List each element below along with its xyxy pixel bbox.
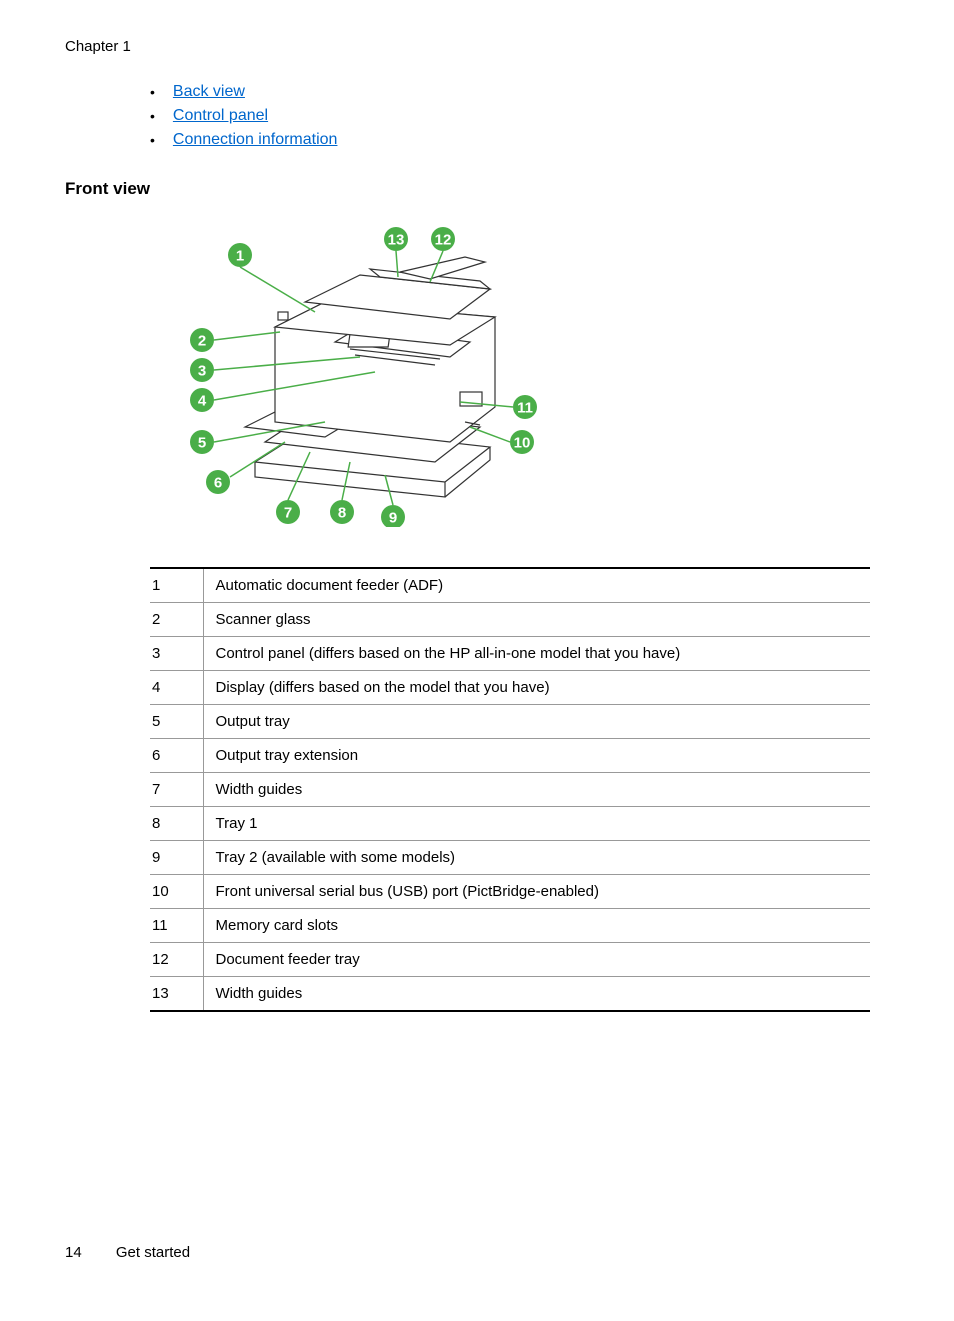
page-number: 14 <box>65 1244 82 1261</box>
section-heading: Front view <box>65 179 889 199</box>
back-view-link[interactable]: Back view <box>173 83 245 101</box>
table-row: 4Display (differs based on the model tha… <box>150 671 870 705</box>
table-row: 12Document feeder tray <box>150 943 870 977</box>
list-item: • Connection information <box>150 131 889 149</box>
part-description-cell: Output tray extension <box>203 739 870 773</box>
table-row: 1Automatic document feeder (ADF) <box>150 568 870 603</box>
part-description-cell: Automatic document feeder (ADF) <box>203 568 870 603</box>
bullet-icon: • <box>150 132 155 148</box>
part-description-cell: Memory card slots <box>203 909 870 943</box>
table-row: 11Memory card slots <box>150 909 870 943</box>
part-number-cell: 3 <box>150 637 203 671</box>
parts-table: 1Automatic document feeder (ADF)2Scanner… <box>150 567 870 1012</box>
table-row: 3Control panel (differs based on the HP … <box>150 637 870 671</box>
list-item: • Control panel <box>150 107 889 125</box>
svg-text:12: 12 <box>435 232 452 249</box>
svg-text:4: 4 <box>198 393 207 410</box>
part-number-cell: 9 <box>150 841 203 875</box>
part-number-cell: 4 <box>150 671 203 705</box>
control-panel-link[interactable]: Control panel <box>173 107 268 125</box>
part-description-cell: Output tray <box>203 705 870 739</box>
part-number-cell: 5 <box>150 705 203 739</box>
link-list: • Back view • Control panel • Connection… <box>150 83 889 149</box>
part-description-cell: Front universal serial bus (USB) port (P… <box>203 875 870 909</box>
svg-text:6: 6 <box>214 475 222 492</box>
part-number-cell: 12 <box>150 943 203 977</box>
part-number-cell: 2 <box>150 603 203 637</box>
part-description-cell: Scanner glass <box>203 603 870 637</box>
printer-diagram-svg: 12345678910111213 <box>150 227 545 527</box>
svg-text:2: 2 <box>198 333 206 350</box>
part-number-cell: 1 <box>150 568 203 603</box>
svg-text:9: 9 <box>389 510 397 527</box>
svg-text:10: 10 <box>514 435 531 452</box>
svg-text:13: 13 <box>388 232 405 249</box>
svg-text:3: 3 <box>198 363 206 380</box>
page-footer: 14 Get started <box>65 1244 190 1261</box>
part-number-cell: 7 <box>150 773 203 807</box>
table-row: 13Width guides <box>150 977 870 1012</box>
part-description-cell: Document feeder tray <box>203 943 870 977</box>
part-description-cell: Tray 1 <box>203 807 870 841</box>
chapter-header: Chapter 1 <box>65 38 889 55</box>
part-description-cell: Tray 2 (available with some models) <box>203 841 870 875</box>
table-row: 8Tray 1 <box>150 807 870 841</box>
table-row: 9Tray 2 (available with some models) <box>150 841 870 875</box>
part-number-cell: 6 <box>150 739 203 773</box>
svg-text:11: 11 <box>517 400 533 417</box>
table-row: 10Front universal serial bus (USB) port … <box>150 875 870 909</box>
part-description-cell: Width guides <box>203 773 870 807</box>
connection-info-link[interactable]: Connection information <box>173 131 338 149</box>
bullet-icon: • <box>150 84 155 100</box>
part-number-cell: 13 <box>150 977 203 1012</box>
part-description-cell: Control panel (differs based on the HP a… <box>203 637 870 671</box>
table-row: 5Output tray <box>150 705 870 739</box>
part-number-cell: 8 <box>150 807 203 841</box>
svg-text:8: 8 <box>338 505 346 522</box>
svg-text:5: 5 <box>198 435 206 452</box>
part-description-cell: Width guides <box>203 977 870 1012</box>
table-row: 7Width guides <box>150 773 870 807</box>
svg-text:7: 7 <box>284 505 292 522</box>
list-item: • Back view <box>150 83 889 101</box>
part-description-cell: Display (differs based on the model that… <box>203 671 870 705</box>
bullet-icon: • <box>150 108 155 124</box>
table-row: 6Output tray extension <box>150 739 870 773</box>
table-row: 2Scanner glass <box>150 603 870 637</box>
svg-text:1: 1 <box>236 248 244 265</box>
part-number-cell: 10 <box>150 875 203 909</box>
footer-section: Get started <box>116 1244 190 1261</box>
part-number-cell: 11 <box>150 909 203 943</box>
front-view-diagram: 12345678910111213 <box>150 227 889 532</box>
